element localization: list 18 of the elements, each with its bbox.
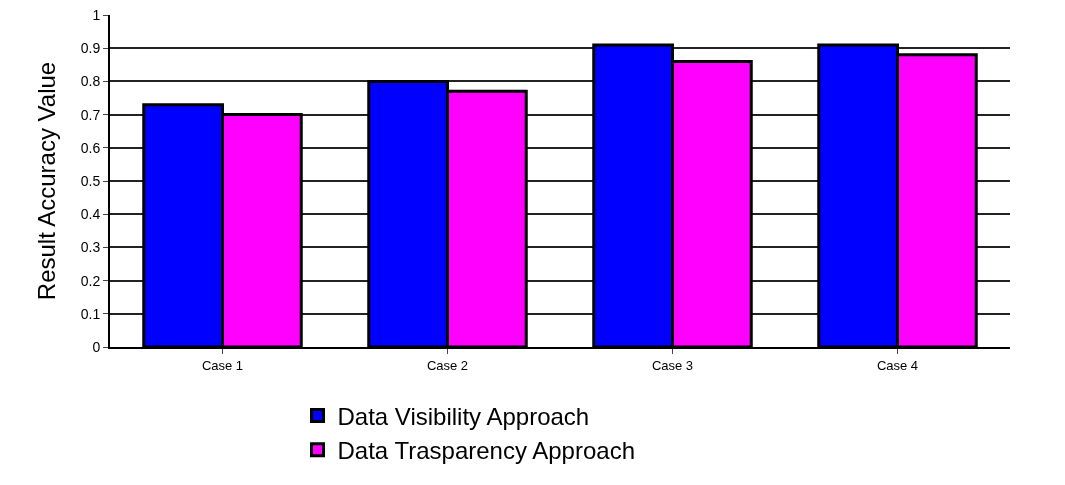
y-tick-label: 0.4 bbox=[80, 206, 101, 223]
y-tick-label: 0.5 bbox=[80, 172, 101, 189]
x-tick-label: Case 4 bbox=[876, 357, 919, 373]
x-tick-label: Case 2 bbox=[426, 357, 469, 373]
y-tick-label: 0.3 bbox=[80, 239, 101, 256]
x-tick-label: Case 3 bbox=[651, 357, 694, 373]
y-tick-label: 0 bbox=[92, 338, 101, 355]
legend-label: Data Visibility Approach bbox=[337, 402, 590, 430]
legend-label: Data Trasparency Approach bbox=[337, 437, 636, 465]
y-tick-label: 0.8 bbox=[80, 73, 101, 90]
y-tick-label: 0.7 bbox=[80, 106, 101, 123]
x-tick-label: Case 1 bbox=[201, 357, 244, 373]
y-tick-label: 0.9 bbox=[80, 40, 101, 57]
y-tick-label: 1 bbox=[92, 6, 101, 23]
y-axis-title: Result Accuracy Value bbox=[33, 61, 61, 301]
y-tick-label: 0.6 bbox=[80, 139, 101, 156]
y-tick-label: 0.2 bbox=[80, 272, 101, 289]
y-tick-label: 0.1 bbox=[80, 305, 101, 322]
